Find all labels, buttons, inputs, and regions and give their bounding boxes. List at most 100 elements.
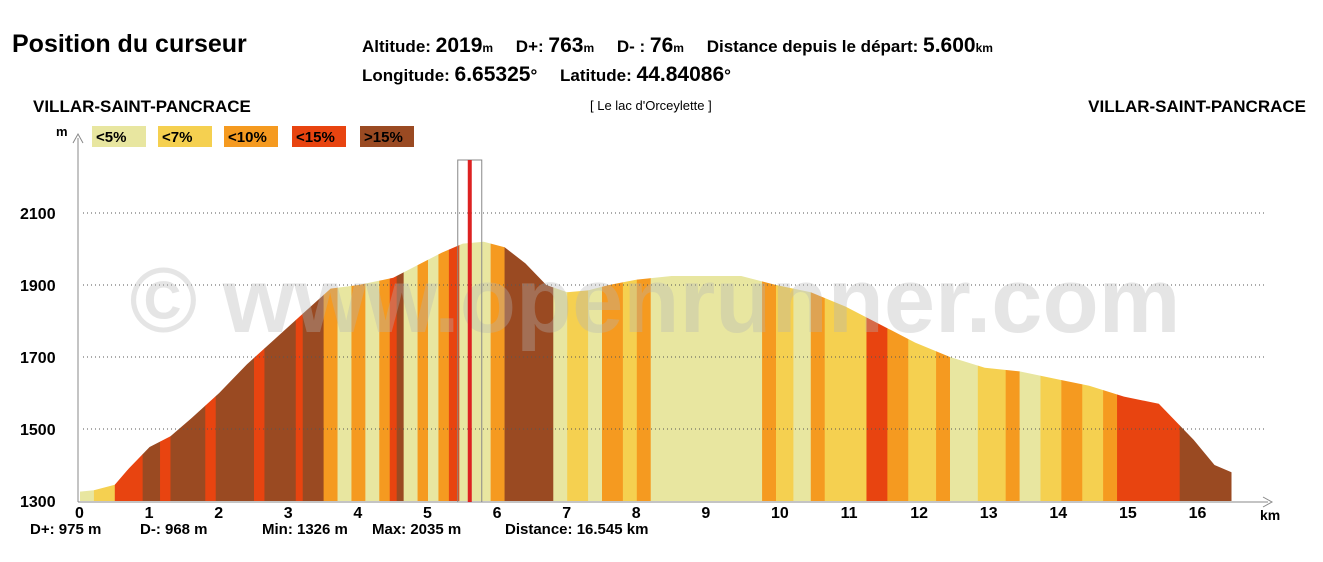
- y-tick-label: 2100: [20, 206, 56, 223]
- distance-unit: km: [975, 41, 993, 55]
- slope-segment: [428, 241, 439, 501]
- x-tick-label: 3: [284, 505, 293, 522]
- x-axis-arrow-icon: [1262, 496, 1274, 508]
- watermark: © www.openrunner.com: [130, 250, 1181, 352]
- y-tick-label: 1900: [20, 278, 56, 295]
- distance-value: 5.600: [923, 34, 976, 57]
- x-tick-label: 1: [145, 505, 154, 522]
- slope-segment: [793, 241, 812, 501]
- slope-segment: [337, 241, 352, 501]
- slope-segment: [636, 241, 652, 501]
- legend-swatch: [92, 126, 146, 147]
- cursor-marker[interactable]: [457, 159, 483, 503]
- x-axis-label: km: [1260, 507, 1280, 523]
- x-tick-label: 5: [423, 505, 432, 522]
- legend-label: <7%: [162, 129, 192, 146]
- slope-segment: [504, 241, 554, 501]
- slope-segment: [810, 241, 826, 501]
- footer-distance: Distance: 16.545 km: [505, 521, 648, 538]
- dminus-unit: m: [673, 41, 684, 55]
- x-tick-label: 14: [1049, 505, 1067, 522]
- slope-segment: [553, 241, 568, 501]
- footer-stats: D+: 975 m D-: 968 m Min: 1326 m Max: 2035 m…: [30, 521, 648, 538]
- longitude-value: 6.65325: [454, 63, 531, 86]
- x-tick-label: 11: [841, 505, 858, 522]
- slope-segment: [1179, 241, 1232, 501]
- slope-segment: [490, 241, 505, 501]
- dplus-value: 763: [548, 34, 584, 57]
- longitude-unit: °: [530, 66, 538, 85]
- legend-swatch: [292, 126, 346, 147]
- legend-label: >15%: [364, 129, 403, 146]
- slope-segment: [438, 241, 450, 501]
- x-tick-label: 16: [1189, 505, 1207, 522]
- y-tick-label: 1300: [20, 494, 56, 511]
- x-tick-label: 0: [75, 505, 84, 522]
- y-axis-arrow-icon: [72, 132, 84, 144]
- route-name: [ Le lac d'Orceylette ]: [590, 98, 712, 113]
- slope-segment: [567, 241, 589, 501]
- latitude-label: Latitude:: [560, 66, 632, 85]
- cursor-stats-row-1: Altitude: 2019m D+: 763m D- : 76m Distan…: [362, 34, 993, 58]
- slope-segment: [396, 241, 405, 501]
- x-tick-label: 6: [493, 505, 502, 522]
- y-tick-label: 1500: [20, 422, 56, 439]
- slope-segment: [417, 241, 429, 501]
- altitude-unit: m: [482, 41, 494, 55]
- x-tick-label: 4: [353, 505, 362, 522]
- slope-segment: [254, 241, 265, 501]
- slope-segment: [622, 241, 638, 501]
- cursor-stats-row-2: Longitude: 6.65325° Latitude: 44.84086°: [362, 63, 731, 87]
- dplus-label: D+:: [515, 37, 544, 56]
- slope-segment: [602, 241, 624, 501]
- end-place: VILLAR-SAINT-PANCRACE: [1088, 97, 1306, 116]
- x-tick-label: 7: [562, 505, 571, 522]
- legend-swatch: [224, 126, 278, 147]
- slope-segment: [379, 241, 391, 501]
- y-axis-label: m: [56, 124, 68, 139]
- slope-segment: [776, 241, 794, 501]
- legend-swatch: [158, 126, 212, 147]
- slope-segment: [365, 241, 380, 501]
- x-tick-label: 9: [701, 505, 710, 522]
- slope-segment: [80, 241, 95, 501]
- y-tick-label: 1700: [20, 350, 56, 367]
- legend-swatch: [360, 126, 414, 147]
- x-tick-label: 12: [910, 505, 928, 522]
- page-title: Position du curseur: [12, 30, 247, 58]
- distance-label: Distance depuis le départ:: [706, 37, 919, 56]
- footer-min: Min: 1326 m: [262, 521, 348, 538]
- footer-dminus: D-: 968 m: [140, 521, 208, 538]
- slope-segment: [448, 241, 460, 501]
- cursor-line: [467, 160, 472, 502]
- slope-segment: [351, 241, 366, 501]
- slope-segment: [295, 241, 304, 501]
- slope-segment: [588, 241, 603, 501]
- grid-lines: [83, 212, 1265, 430]
- footer-dplus: D+: 975 m: [30, 521, 101, 538]
- start-place: VILLAR-SAINT-PANCRACE: [33, 97, 251, 116]
- slope-segment: [93, 241, 116, 501]
- dminus-value: 76: [649, 34, 674, 57]
- legend-label: <15%: [296, 129, 335, 146]
- longitude-label: Longitude:: [362, 66, 450, 85]
- legend-label: <10%: [228, 129, 267, 146]
- legend-label: <5%: [96, 129, 126, 146]
- legend: <5% <7% <10% <15% >15%: [92, 126, 414, 147]
- altitude-value: 2019: [435, 34, 483, 57]
- slope-segment: [762, 241, 777, 501]
- footer-max: Max: 2035 m: [372, 521, 461, 538]
- slope-segment: [403, 241, 418, 501]
- slope-segment: [323, 241, 338, 501]
- dplus-unit: m: [583, 41, 595, 55]
- dminus-label: D- :: [616, 37, 646, 56]
- latitude-value: 44.84086: [636, 63, 725, 86]
- slope-segment: [389, 241, 398, 501]
- altitude-label: Altitude:: [362, 37, 431, 56]
- x-tick-label: 10: [771, 505, 789, 522]
- x-tick-label: 8: [632, 505, 641, 522]
- x-tick-label: 2: [214, 505, 223, 522]
- x-tick-label: 15: [1119, 505, 1137, 522]
